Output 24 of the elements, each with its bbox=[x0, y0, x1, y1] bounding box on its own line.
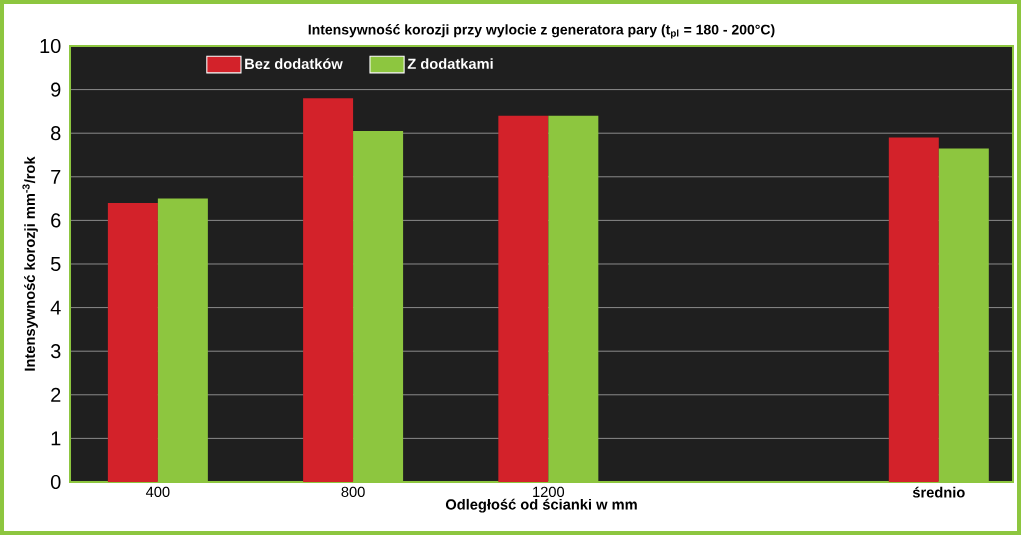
y-tick-label: 0 bbox=[50, 474, 61, 490]
bar bbox=[303, 98, 354, 482]
chart-title: Intensywność korozji przy wylocie z generatora pary (t$_{pl}$ = 180 - 200°C) bbox=[308, 24, 775, 39]
x-tick-label: 800 bbox=[341, 486, 365, 498]
y-tick-label: 3 bbox=[50, 344, 61, 359]
bar bbox=[888, 137, 939, 482]
y-tick-label: 5 bbox=[50, 257, 61, 271]
y-tick-label: 8 bbox=[51, 126, 61, 141]
y-axis-title: Intensywność korozji mm$^{-3}$/rok bbox=[22, 156, 38, 371]
y-tick-label: 7 bbox=[51, 169, 61, 184]
x-tick-label: średnio bbox=[912, 486, 965, 498]
x-tick-label: 1200 bbox=[533, 486, 565, 498]
y-tick-label: 1 bbox=[51, 431, 61, 446]
y-tick-label: 2 bbox=[51, 387, 61, 402]
y-tick-label: 4 bbox=[50, 300, 61, 315]
legend-label: Bez dodatków bbox=[245, 58, 343, 70]
y-tick-label: 10 bbox=[40, 38, 61, 54]
bar bbox=[107, 202, 158, 482]
legend-label: Z dodatkami bbox=[407, 58, 493, 69]
bar bbox=[498, 115, 549, 482]
x-axis-title: Odległość od ścianki w mm bbox=[445, 498, 637, 513]
y-tick-label: 6 bbox=[51, 213, 61, 228]
y-tick-label: 9 bbox=[51, 82, 61, 97]
x-tick-label: 400 bbox=[145, 486, 170, 498]
